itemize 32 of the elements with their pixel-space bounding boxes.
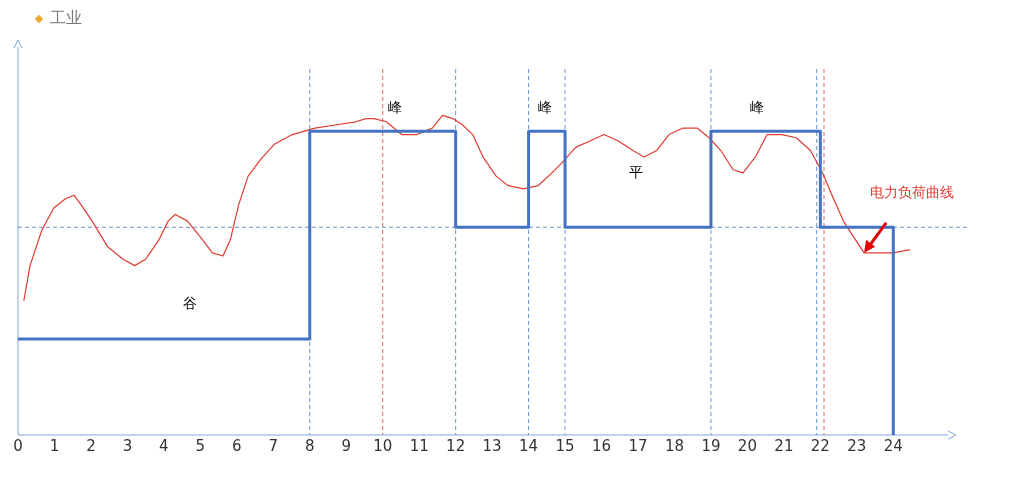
x-tick-label: 2 [86,436,96,455]
chart-title: 工业 [50,8,82,29]
x-tick-label: 24 [883,436,903,455]
text: 峰 [750,99,765,116]
annotation: 电力负荷曲线 [870,184,955,201]
x-tick-label: 23 [847,436,867,455]
x-tick-label: 6 [232,436,242,455]
x-tick-label: 19 [701,436,721,455]
x-tick-label: 10 [373,436,393,455]
x-tick-label: 4 [159,436,169,455]
x-tick-label: 22 [810,436,830,455]
text: 峰 [387,99,402,116]
x-tick-label: 12 [446,436,466,455]
x-tick-label: 18 [664,436,685,455]
x-tick-label: 3 [122,436,133,455]
x-tick-label: 13 [482,436,502,455]
x-tick-label: 1 [49,436,60,455]
x-tick-label: 9 [341,436,352,455]
x-tick-label: 11 [409,436,429,455]
x-tick-label: 21 [774,436,794,455]
x-tick-label: 7 [268,436,279,455]
x-tick-label: 16 [591,436,612,455]
x-tick-label: 17 [628,436,648,455]
annotation: 平 [629,164,644,181]
x-tick-label: 14 [519,436,539,455]
x-tick-label: 0 [13,436,23,455]
text: 峰 [538,99,553,116]
x-tick-label: 8 [304,436,315,455]
annotation: 谷 [183,294,198,311]
x-tick-label: 15 [555,436,575,455]
x-tick-label: 5 [195,436,206,455]
x-tick-label: 20 [737,436,757,455]
